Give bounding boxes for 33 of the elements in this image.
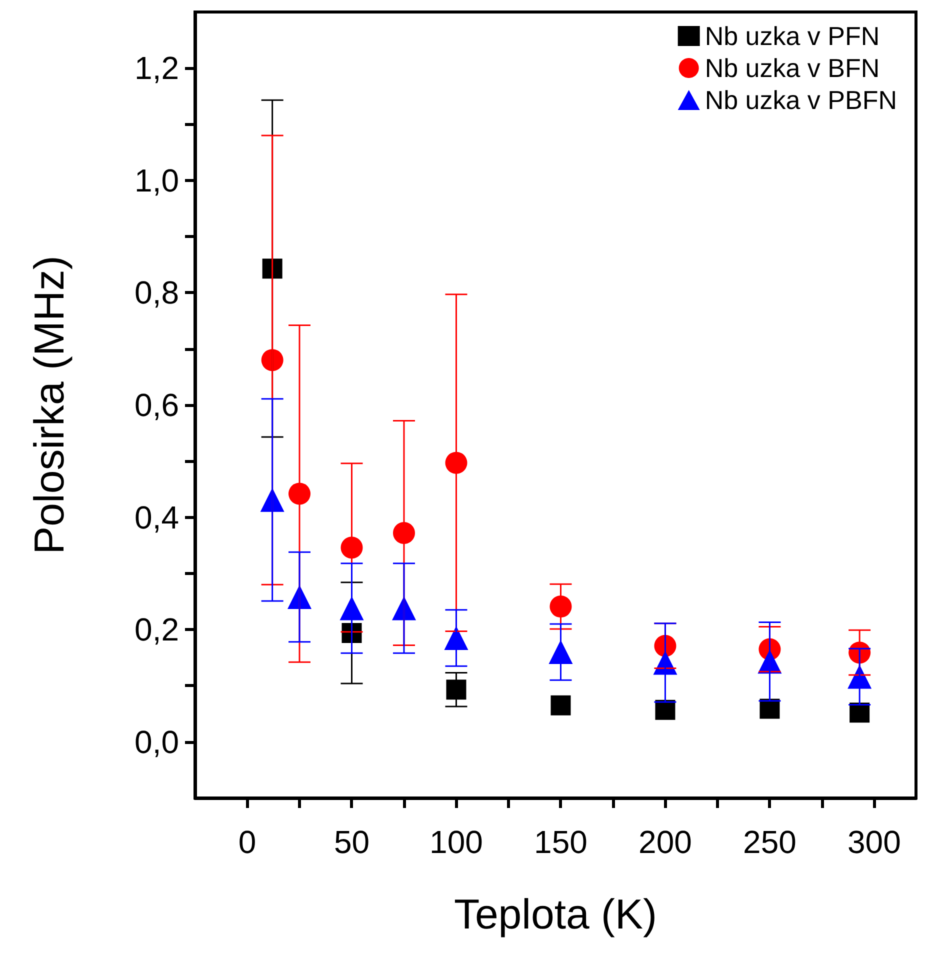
y-tick-label: 0,0	[134, 724, 179, 760]
y-tick-label: 0,4	[134, 499, 179, 536]
point	[850, 702, 870, 723]
point	[261, 349, 284, 372]
y-axis-title: Polosirka (MHz)	[26, 256, 72, 554]
y-tick-label: 0,2	[134, 612, 179, 648]
y-tick-label: 0,6	[134, 387, 179, 423]
point	[444, 626, 468, 650]
point	[288, 482, 310, 505]
point	[446, 680, 466, 700]
point	[445, 452, 468, 474]
legend-label: Nb uzka v PFN	[704, 21, 880, 51]
x-tick-label: 50	[334, 824, 370, 860]
legend-label: Nb uzka v BFN	[704, 53, 880, 83]
point	[550, 695, 571, 716]
x-tick-label: 250	[743, 824, 796, 860]
point	[760, 698, 780, 719]
legend-label: Nb uzka v PBFN	[704, 85, 898, 115]
point	[655, 700, 676, 720]
x-tick-label: 200	[638, 824, 692, 860]
y-tick-label: 0,8	[134, 274, 179, 311]
point	[393, 522, 415, 544]
x-axis-title: Teplota (K)	[454, 890, 658, 938]
x-tick-label: 300	[848, 824, 901, 860]
y-tick-label: 1,0	[134, 162, 179, 198]
y-tick-label: 1,2	[134, 50, 179, 86]
point	[262, 258, 282, 279]
point	[260, 488, 284, 512]
x-tick-label: 150	[534, 824, 588, 860]
point	[340, 536, 363, 559]
x-tick-label: 100	[430, 824, 483, 860]
x-tick-label: 0	[238, 824, 256, 860]
point	[550, 596, 572, 618]
